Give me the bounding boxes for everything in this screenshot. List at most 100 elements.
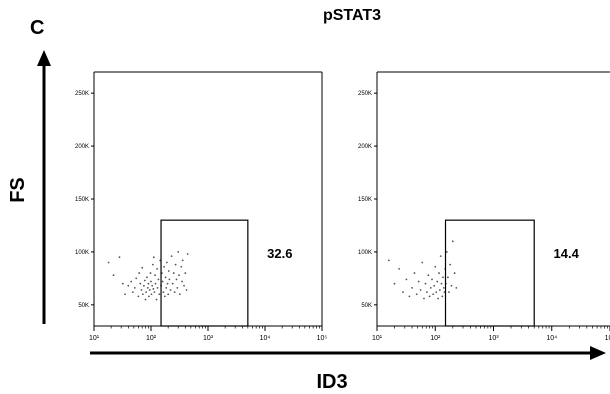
event-point — [152, 263, 154, 266]
event-point — [393, 282, 396, 285]
event-point — [157, 278, 160, 281]
event-point — [167, 270, 170, 272]
event-point — [112, 274, 115, 277]
event-point — [135, 277, 138, 280]
x-axis-label: ID3 — [316, 371, 347, 393]
event-point — [424, 282, 427, 285]
event-point — [149, 272, 152, 274]
y-tick-label: 50K — [78, 303, 89, 309]
event-point — [173, 291, 176, 294]
gate-rectangle — [444, 219, 535, 327]
event-point — [167, 293, 170, 296]
event-point — [402, 291, 404, 294]
y-axis-label: FS — [7, 177, 29, 203]
x-tick-label: 10² — [430, 335, 441, 342]
event-point — [121, 282, 124, 285]
event-point — [127, 284, 130, 287]
event-point — [146, 276, 148, 279]
event-point — [180, 265, 183, 268]
event-point — [170, 255, 173, 258]
event-point — [144, 298, 147, 301]
event-point — [442, 276, 444, 279]
x-tick-label: 10⁵ — [605, 335, 610, 342]
event-point — [178, 274, 180, 277]
event-point — [428, 295, 431, 298]
event-point — [434, 265, 437, 268]
x-tick-label: 10¹ — [372, 335, 383, 342]
event-point — [150, 293, 153, 296]
event-point — [141, 293, 144, 296]
event-point — [435, 291, 438, 294]
event-point — [166, 282, 169, 285]
event-point — [440, 282, 443, 285]
event-point — [155, 298, 158, 301]
event-point — [413, 272, 416, 274]
event-point — [172, 272, 175, 274]
event-point — [455, 287, 458, 289]
panel-letter: C — [30, 17, 44, 39]
event-point — [411, 287, 413, 289]
event-point — [387, 259, 390, 262]
event-point — [405, 278, 408, 281]
y-tick-label: 50K — [361, 303, 372, 309]
event-point — [186, 253, 189, 255]
event-point — [450, 284, 453, 287]
event-point — [147, 282, 150, 285]
event-point — [177, 251, 180, 253]
event-point — [438, 289, 441, 291]
event-point — [436, 280, 439, 283]
event-point — [161, 280, 164, 283]
event-point — [151, 284, 154, 287]
event-point — [169, 289, 172, 291]
x-tick-label: 10³ — [203, 335, 214, 342]
event-point — [421, 261, 424, 264]
event-point — [442, 287, 445, 289]
x-tick-label: 10⁴ — [260, 335, 271, 342]
x-tick-label: 10² — [146, 335, 157, 342]
event-point — [130, 280, 133, 283]
gate-rectangle — [160, 219, 249, 327]
event-point — [153, 291, 156, 294]
event-point — [433, 284, 436, 287]
event-point — [152, 256, 155, 259]
event-point — [448, 291, 450, 294]
event-point — [174, 263, 177, 266]
event-point — [445, 251, 448, 253]
x-axis-arrowhead — [590, 346, 606, 360]
event-point — [426, 291, 428, 294]
event-point — [139, 282, 142, 285]
event-point — [107, 261, 110, 264]
event-point — [152, 288, 155, 290]
x-tick-label: 10⁵ — [317, 335, 328, 342]
gate-percent-label: 14.4 — [554, 246, 580, 261]
event-point — [145, 291, 147, 294]
event-point — [148, 289, 151, 291]
event-point — [437, 297, 440, 300]
event-point — [140, 289, 143, 291]
event-point — [185, 289, 188, 291]
gate-percent-label: 32.6 — [267, 246, 292, 261]
event-point — [156, 287, 159, 289]
event-point — [398, 267, 401, 270]
event-point — [165, 261, 168, 264]
event-point — [146, 287, 149, 289]
event-point — [150, 280, 152, 283]
event-point — [441, 295, 444, 298]
event-point — [449, 263, 452, 266]
event-point — [431, 278, 433, 281]
event-point — [171, 282, 174, 285]
event-point — [163, 265, 166, 268]
event-point — [415, 293, 418, 296]
event-point — [408, 295, 411, 298]
event-point — [427, 274, 430, 277]
y-tick-label: 200K — [75, 144, 89, 150]
event-point — [453, 272, 456, 274]
event-point — [432, 293, 435, 296]
y-tick-label: 150K — [75, 197, 89, 203]
event-point — [429, 287, 432, 289]
event-point — [164, 276, 167, 279]
event-point — [154, 282, 157, 285]
y-tick-label: 100K — [358, 250, 372, 256]
x-tick-label: 10¹ — [89, 335, 100, 342]
